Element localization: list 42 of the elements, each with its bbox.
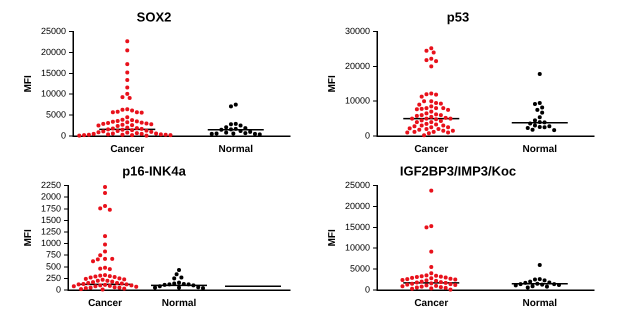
y-axis-title: MFI bbox=[326, 74, 338, 92]
y-tick-label: 5000 bbox=[350, 264, 370, 274]
y-tick-label: 20000 bbox=[40, 46, 66, 57]
y-axis-title: MFI bbox=[326, 228, 338, 246]
y-tick-label: 25000 bbox=[344, 180, 370, 190]
y-tick-label: 500 bbox=[46, 261, 62, 272]
chart-title: p16-INK4a bbox=[122, 163, 187, 178]
y-tick-label: 2000 bbox=[40, 192, 62, 202]
x-tick-label: Normal bbox=[162, 298, 196, 309]
x-tick-label: Cancer bbox=[414, 144, 448, 155]
y-tick-label: 1250 bbox=[40, 226, 62, 236]
x-tick-label: Normal bbox=[522, 298, 558, 309]
y-tick-label: 1000 bbox=[40, 238, 62, 248]
y-tick-label: 0 bbox=[365, 130, 370, 140]
y-tick-label: 1750 bbox=[40, 203, 62, 214]
chart-title: p53 bbox=[446, 9, 470, 24]
y-tick-label: 2250 bbox=[40, 180, 62, 190]
x-tick-label: Normal bbox=[218, 144, 254, 155]
y-axis-title: MFI bbox=[22, 74, 34, 92]
y-tick-label: 750 bbox=[46, 250, 62, 260]
x-tick-label: Cancer bbox=[88, 298, 122, 309]
y-tick-label: 30000 bbox=[344, 26, 370, 36]
y-tick-label: 1500 bbox=[40, 214, 62, 225]
y-tick-label: 10000 bbox=[344, 242, 370, 253]
y-tick-label: 15000 bbox=[344, 222, 370, 232]
chart-title: SOX2 bbox=[136, 9, 172, 24]
y-tick-label: 10000 bbox=[40, 88, 66, 99]
chart-title: IGF2BP3/IMP3/Koc bbox=[400, 163, 516, 178]
x-tick-label: Cancer bbox=[110, 144, 144, 155]
y-tick-label: 15000 bbox=[40, 68, 66, 78]
y-tick-label: 20000 bbox=[344, 200, 370, 211]
y-tick-label: 25000 bbox=[40, 26, 66, 36]
y-tick-label: 250 bbox=[46, 272, 62, 283]
y-tick-label: 0 bbox=[365, 284, 370, 294]
y-axis-title: MFI bbox=[22, 228, 34, 246]
y-tick-label: 0 bbox=[56, 284, 62, 294]
y-tick-label: 10000 bbox=[344, 96, 370, 106]
y-tick-label: 5000 bbox=[46, 110, 66, 120]
y-tick-label: 0 bbox=[61, 130, 66, 140]
x-tick-label: Normal bbox=[522, 144, 558, 155]
x-tick-label: Cancer bbox=[414, 298, 448, 309]
y-tick-label: 20000 bbox=[344, 60, 370, 71]
